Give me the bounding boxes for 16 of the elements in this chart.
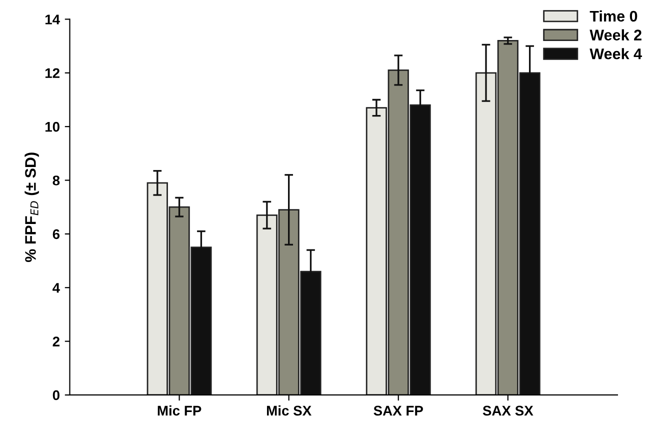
x-tick-label: Mic SX [266,405,312,416]
y-tick-label: 10 [45,122,60,132]
x-tick-label: Mic FP [158,405,202,416]
y-tick-label: 8 [52,176,60,186]
legend-label: Week 2 [590,29,642,40]
y-tick-label: 12 [45,68,60,78]
legend-label: Week 4 [590,48,642,60]
y-tick-label: 0 [52,390,60,400]
y-tick-label: 6 [52,229,60,240]
x-tick-label: SAX SX [482,406,534,416]
legend-label: Time 0 [590,10,638,22]
x-tick-label: SAX FP [374,406,423,416]
y-axis-title: % FPF$_{ED}$ (± SD) [24,152,39,262]
y-tick-label: 4 [52,283,60,293]
y-tick-label: 2 [52,336,60,346]
y-tick-label: 14 [45,14,60,24]
